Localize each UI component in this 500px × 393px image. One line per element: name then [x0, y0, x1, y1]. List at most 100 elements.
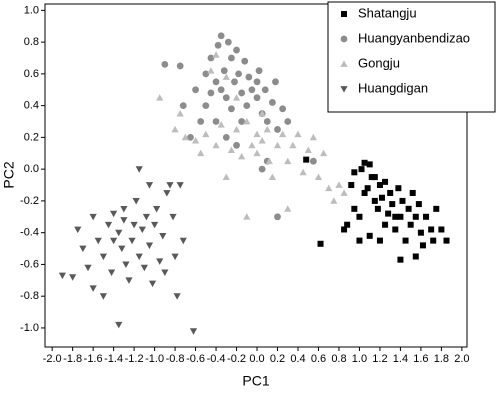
point — [99, 253, 107, 261]
point — [220, 67, 228, 75]
point — [140, 264, 148, 272]
point — [153, 205, 161, 213]
point — [335, 181, 343, 188]
point — [99, 293, 107, 300]
x-tick-label: 1.8 — [434, 353, 449, 365]
point — [376, 237, 383, 244]
point — [245, 73, 253, 81]
point — [161, 60, 169, 68]
point — [125, 277, 133, 284]
point — [191, 136, 200, 144]
point — [273, 141, 282, 149]
point — [248, 141, 256, 149]
point — [58, 272, 67, 280]
y-tick-label: -0.6 — [20, 258, 39, 270]
point — [212, 78, 220, 86]
point — [233, 141, 240, 149]
point — [150, 221, 159, 229]
x-tick-label: -1.8 — [63, 353, 82, 365]
point — [443, 237, 450, 244]
point — [243, 213, 251, 220]
point — [309, 133, 317, 141]
point — [128, 237, 136, 245]
x-tick-label: 0.0 — [249, 353, 264, 365]
point — [351, 205, 358, 212]
point — [224, 38, 232, 46]
point — [378, 194, 385, 201]
point — [104, 221, 113, 229]
point — [235, 70, 242, 78]
point — [356, 213, 363, 220]
point — [176, 182, 184, 189]
point — [138, 226, 146, 234]
x-axis-title: PC1 — [242, 373, 269, 389]
point — [232, 125, 241, 133]
point — [314, 173, 323, 180]
point — [171, 125, 179, 133]
y-tick-label: 0.6 — [24, 68, 39, 80]
point — [120, 205, 128, 213]
point — [107, 269, 116, 276]
point — [340, 189, 348, 196]
point — [241, 57, 249, 65]
point — [279, 105, 287, 113]
point — [374, 205, 381, 212]
point — [405, 205, 412, 212]
point — [120, 217, 128, 224]
point — [258, 136, 266, 144]
point — [279, 130, 287, 138]
x-tick-label: 1.0 — [352, 353, 367, 365]
point — [399, 197, 406, 204]
point — [303, 156, 310, 163]
point — [348, 182, 355, 189]
point — [176, 109, 184, 117]
point — [238, 89, 246, 97]
point — [258, 109, 266, 117]
x-tick-label: 0.2 — [270, 353, 285, 365]
point — [94, 237, 102, 245]
y-tick-label: -0.2 — [20, 195, 39, 207]
point — [84, 264, 92, 272]
point — [419, 242, 426, 249]
point — [156, 258, 164, 265]
point — [231, 78, 238, 86]
point — [409, 189, 416, 196]
point — [187, 133, 194, 141]
point — [115, 229, 123, 237]
point — [222, 94, 230, 102]
point — [173, 293, 181, 300]
point — [309, 157, 317, 165]
point — [289, 141, 297, 149]
point — [207, 67, 215, 74]
point — [330, 197, 338, 204]
point — [222, 133, 230, 141]
legend-marker — [341, 11, 347, 17]
point — [135, 166, 143, 173]
y-tick-label: -0.4 — [20, 227, 39, 239]
point — [371, 174, 378, 181]
point — [228, 54, 235, 62]
x-tick-label: -1.0 — [145, 353, 164, 365]
point — [148, 280, 157, 288]
point — [79, 245, 87, 253]
legend-label: Shatangju — [358, 5, 417, 20]
x-tick-label: 0.6 — [311, 353, 326, 365]
point — [212, 118, 220, 125]
point — [263, 125, 271, 133]
point — [268, 173, 276, 180]
y-tick-label: 0.8 — [24, 36, 39, 48]
point — [222, 73, 230, 80]
point — [361, 159, 368, 166]
point — [169, 213, 177, 221]
point — [202, 130, 210, 138]
point — [253, 149, 261, 157]
point — [412, 213, 419, 220]
point — [428, 226, 435, 233]
legend-marker — [340, 60, 348, 67]
x-tick-label: 2.0 — [454, 353, 469, 365]
point — [243, 117, 251, 125]
point — [217, 86, 225, 94]
point — [284, 118, 292, 125]
x-tick-label: 1.4 — [393, 353, 408, 365]
x-tick-label: 1.6 — [413, 353, 428, 365]
